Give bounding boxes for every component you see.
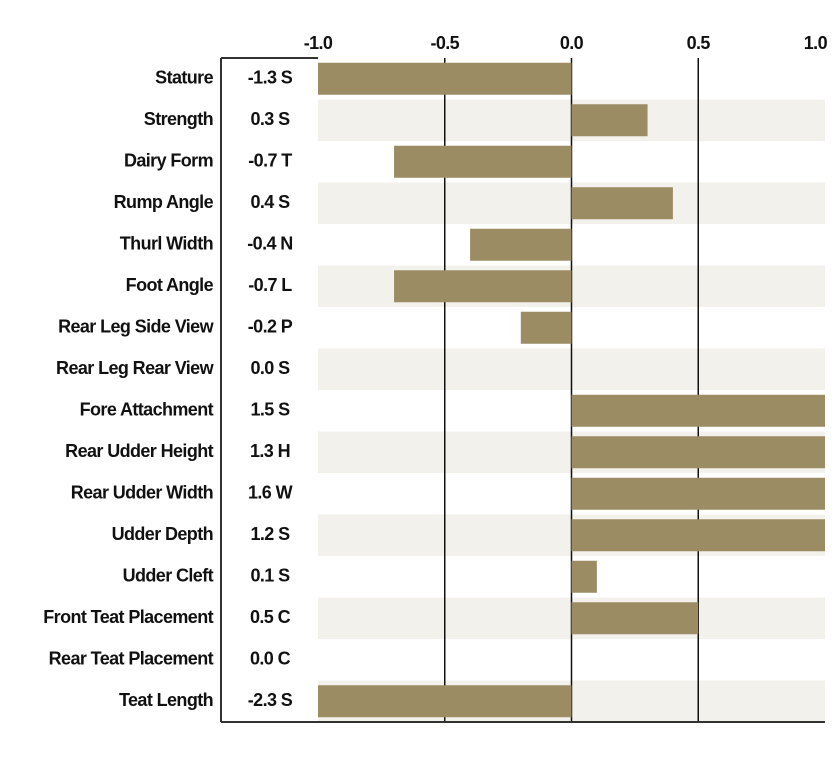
category-label: Dairy Form <box>124 151 213 171</box>
value-label: 0.1 S <box>250 566 290 586</box>
bar <box>571 187 673 220</box>
category-label: Front Teat Placement <box>43 607 213 627</box>
value-label: 0.0 S <box>250 358 290 378</box>
bar <box>571 560 597 593</box>
value-label: 1.2 S <box>250 524 290 544</box>
category-label: Udder Depth <box>112 524 213 544</box>
value-label: -2.3 S <box>248 690 293 710</box>
x-tick-label: -1.0 <box>304 33 333 53</box>
value-label: 0.4 S <box>250 192 290 212</box>
bar <box>318 685 572 718</box>
value-label: 0.3 S <box>250 109 290 129</box>
category-label: Rear Udder Width <box>71 483 213 503</box>
value-label: 1.5 S <box>250 400 290 420</box>
value-label: 0.5 C <box>250 607 291 627</box>
value-label: -0.2 P <box>248 317 293 337</box>
bar <box>520 311 572 344</box>
category-label: Rear Leg Rear View <box>56 358 215 378</box>
category-label: Rear Leg Side View <box>58 317 215 337</box>
category-label: Udder Cleft <box>123 566 214 586</box>
bar <box>318 62 572 95</box>
category-label: Stature <box>155 68 213 88</box>
x-tick-label: 1.0 <box>804 33 828 53</box>
bar <box>571 394 825 427</box>
bar <box>571 104 648 137</box>
x-tick-label: -0.5 <box>430 33 459 53</box>
bar <box>571 519 825 552</box>
category-label: Rear Teat Placement <box>49 649 214 669</box>
value-label: 0.0 C <box>250 649 291 669</box>
category-label: Fore Attachment <box>80 400 214 420</box>
category-label: Strength <box>144 109 213 129</box>
value-label: -0.7 L <box>248 275 292 295</box>
category-label: Rear Udder Height <box>65 441 213 461</box>
category-label: Rump Angle <box>114 192 214 212</box>
category-label: Foot Angle <box>126 275 214 295</box>
bar <box>571 436 825 469</box>
bar <box>470 228 572 261</box>
value-label: 1.3 H <box>250 441 290 461</box>
x-tick-label: 0.0 <box>560 33 584 53</box>
value-label: -1.3 S <box>248 68 293 88</box>
value-label: -0.4 N <box>247 234 292 254</box>
bar <box>394 145 572 178</box>
value-label: 1.6 W <box>248 483 293 503</box>
x-tick-label: 0.5 <box>687 33 711 53</box>
bar <box>571 477 825 510</box>
category-label: Thurl Width <box>120 234 213 254</box>
category-label: Teat Length <box>119 690 213 710</box>
value-label: -0.7 T <box>248 151 292 171</box>
bar <box>394 270 572 303</box>
bar <box>571 602 699 635</box>
